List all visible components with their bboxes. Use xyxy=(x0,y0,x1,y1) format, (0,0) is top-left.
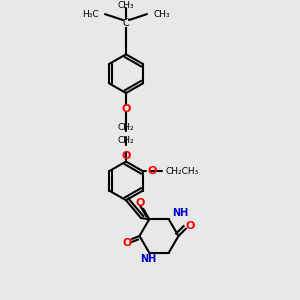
Text: CH₃: CH₃ xyxy=(153,10,169,19)
Text: O: O xyxy=(186,220,195,230)
Text: H₃C: H₃C xyxy=(82,10,99,19)
Text: O: O xyxy=(123,238,132,248)
Text: CH₂CH₃: CH₂CH₃ xyxy=(165,167,199,176)
Text: NH: NH xyxy=(172,208,188,218)
Text: C: C xyxy=(123,18,129,28)
Text: O: O xyxy=(121,151,131,160)
Text: CH₃: CH₃ xyxy=(118,1,134,10)
Text: O: O xyxy=(136,198,145,208)
Text: CH₂: CH₂ xyxy=(118,123,134,132)
Text: CH₂: CH₂ xyxy=(118,136,134,145)
Text: O: O xyxy=(121,103,131,113)
Text: O: O xyxy=(147,166,157,176)
Text: NH: NH xyxy=(140,254,156,264)
